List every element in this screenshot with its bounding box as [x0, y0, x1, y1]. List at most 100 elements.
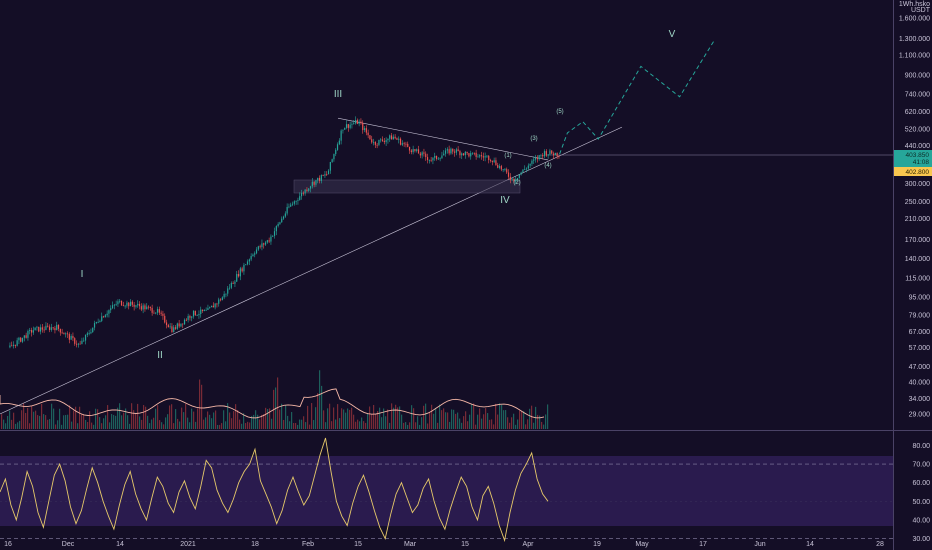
candle-body: [237, 274, 240, 277]
date-tick-label: 14: [116, 541, 124, 548]
wave-label: (1): [504, 153, 511, 159]
volume-bar: [251, 415, 253, 429]
date-tick-label: May: [635, 541, 649, 548]
volume-bar: [159, 420, 161, 429]
volume-bar: [243, 413, 245, 429]
volume-bar: [245, 423, 247, 429]
candle-body: [437, 158, 439, 160]
price-tick-label: 140.000: [905, 256, 930, 263]
volume-bar: [169, 405, 171, 429]
candle-body: [144, 305, 146, 310]
candle-body: [491, 160, 493, 162]
date-tick-label: 16: [4, 541, 12, 548]
candle-body: [522, 169, 524, 173]
candle-body: [11, 345, 13, 347]
volume-bar: [469, 414, 471, 429]
volume-bar: [457, 412, 459, 429]
volume-bar: [313, 420, 315, 429]
candle-body: [77, 343, 79, 345]
volume-bar: [63, 415, 65, 429]
candle-body: [547, 154, 549, 156]
volume-bar: [451, 409, 453, 429]
volume-bar: [213, 412, 215, 429]
volume-bar: [403, 422, 405, 429]
candle-body: [376, 144, 378, 146]
volume-bar: [235, 404, 237, 429]
price-tick-label: 1.600.000: [899, 16, 930, 23]
volume-bar: [395, 404, 397, 429]
volume-bar: [499, 403, 501, 429]
candle-body: [216, 303, 218, 305]
candle-body: [486, 155, 488, 157]
candle-body: [340, 130, 342, 141]
volume-bar: [155, 408, 157, 429]
rsi-tick-label: 70.00: [912, 462, 930, 469]
candle-body: [443, 153, 445, 156]
candle-body: [54, 328, 56, 331]
volume-bar: [77, 423, 79, 429]
volume-bar: [125, 408, 127, 429]
volume-bar: [41, 403, 43, 429]
candle-body: [90, 332, 92, 334]
volume-bar: [427, 423, 429, 429]
volume-bar: [389, 422, 391, 429]
price-tick-label: 520.000: [905, 126, 930, 133]
volume-bar: [225, 421, 227, 429]
date-tick-label: Dec: [62, 541, 75, 548]
volume-bar: [523, 411, 525, 429]
candle-body: [126, 302, 128, 306]
candle-body: [452, 148, 454, 152]
volume-bar: [429, 412, 431, 429]
volume-bar: [67, 414, 69, 429]
wave-label: (4): [544, 163, 551, 169]
candle-body: [176, 323, 178, 329]
candle-body: [63, 333, 65, 335]
volume-bar: [269, 408, 271, 429]
candle-body: [200, 309, 202, 315]
rsi-tick-label: 80.00: [912, 443, 930, 450]
candle-body: [115, 304, 117, 306]
volume-bar: [527, 419, 529, 429]
volume-bar: [363, 421, 365, 429]
volume-bar: [109, 422, 111, 429]
volume-bar: [329, 403, 331, 429]
volume-bar: [173, 423, 175, 429]
candle-body: [101, 316, 103, 321]
candle-body: [86, 333, 88, 336]
date-tick-label: 14: [806, 541, 814, 548]
candle-body: [270, 236, 272, 242]
candle-body: [410, 150, 412, 153]
candle-body: [534, 157, 537, 160]
candle-body: [178, 323, 180, 327]
volume-bar: [497, 414, 499, 429]
volume-bar: [519, 410, 521, 429]
candle-body: [347, 124, 349, 128]
volume-bar: [541, 421, 543, 429]
volume-bar: [143, 405, 145, 429]
current-price-value: 403.850: [906, 152, 930, 159]
candle-body: [66, 333, 69, 335]
volume-bar: [383, 408, 385, 429]
date-tick-label: 18: [251, 541, 259, 548]
candle-body: [551, 150, 553, 154]
volume-bar: [303, 416, 305, 429]
candle-body: [495, 160, 497, 165]
rsi-tick-label: 60.00: [912, 480, 930, 487]
candle-body: [338, 140, 340, 145]
candle-body: [304, 189, 306, 194]
volume-bar: [163, 424, 165, 429]
volume-bar: [217, 424, 219, 429]
volume-bar: [399, 406, 401, 429]
volume-bar: [339, 418, 341, 429]
candle-body: [223, 293, 225, 298]
volume-bar: [15, 423, 17, 429]
volume-bar: [401, 414, 403, 429]
candle-body: [174, 327, 177, 329]
volume-bar: [471, 404, 473, 429]
candle-body: [428, 159, 430, 161]
price-tick-label: 740.000: [905, 92, 930, 99]
candle-body: [88, 333, 90, 335]
candle-body: [515, 179, 517, 182]
volume-bar: [81, 414, 83, 429]
